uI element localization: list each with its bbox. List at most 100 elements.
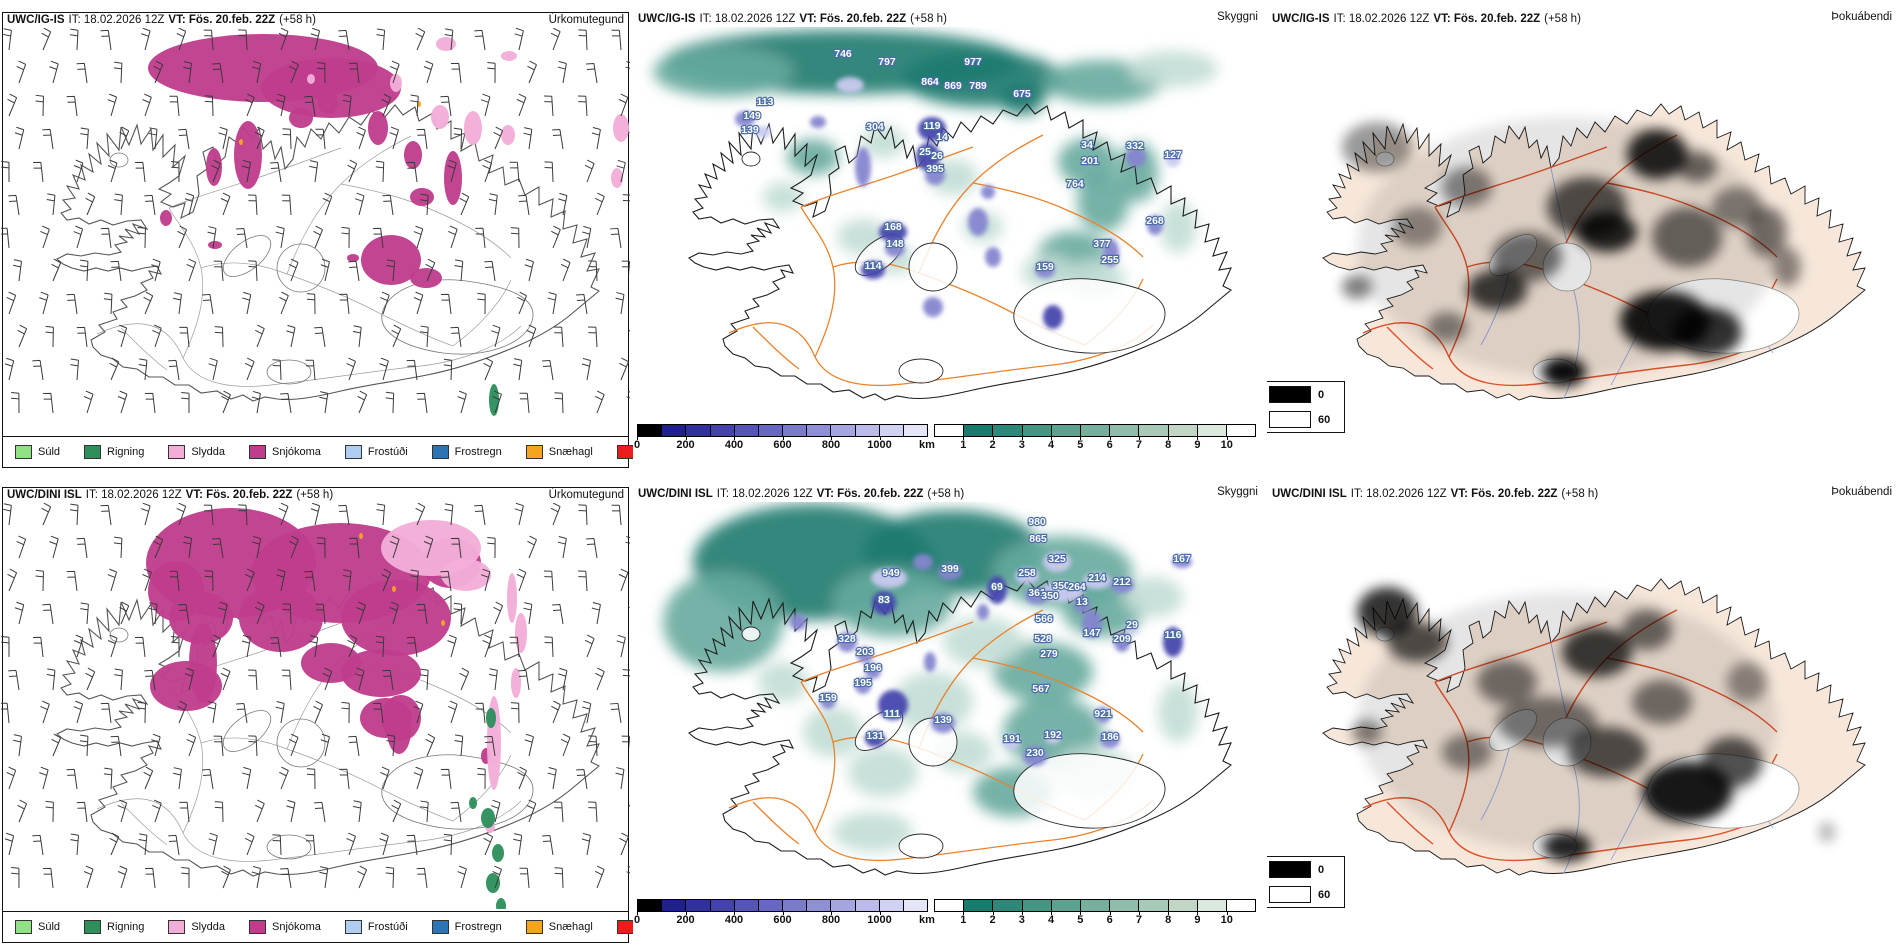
colorbar-tick-label: 6 <box>1106 914 1113 926</box>
wind-barbs <box>1 503 630 889</box>
colorbar-tick-label: 4 <box>1048 914 1055 926</box>
product-label: Úrkomutegund <box>548 489 624 501</box>
colorbar-tick-label: 1000 <box>867 914 892 926</box>
product-label: Skyggni <box>1217 486 1258 498</box>
station-value: 83 <box>878 594 890 606</box>
fog-legend-row: 60 <box>1269 411 1339 428</box>
legend-label: Frostregn <box>454 446 502 458</box>
valid-time: VT: Fös. 20.feb. 22Z <box>816 488 924 500</box>
legend-swatch <box>344 445 362 459</box>
panel-fog-dini: UWC/DINI ISL IT: 18.02.2026 12Z VT: Fös. 2… <box>1267 475 1900 950</box>
station-value: 268 <box>1146 215 1164 227</box>
colorbar-tick-label: 10 <box>1220 439 1233 451</box>
station-value: 203 <box>856 646 874 658</box>
valid-time: VT: Fös. 20.feb. 22Z <box>1450 488 1558 500</box>
valid-time: VT: Fös. 20.feb. 22Z <box>1433 13 1541 25</box>
legend-label: Rigning <box>107 921 145 933</box>
legend-item: Frostregn <box>431 445 502 459</box>
legend-label: Snjókoma <box>271 921 321 933</box>
panel-header: UWC/DINI ISL IT: 18.02.2026 12Z VT: Fös. 2… <box>3 488 628 503</box>
legend-label: Snjókoma <box>271 446 321 458</box>
legend-swatch <box>84 445 102 459</box>
station-value: 209 <box>1113 633 1131 645</box>
legend-swatch <box>15 445 32 459</box>
lead-time: (+58 h) <box>1544 13 1581 25</box>
colorbar-tick-label: 800 <box>821 914 841 926</box>
color-scales: m02004006008001000km12345678910 <box>633 421 1266 457</box>
station-value: 186 <box>1101 731 1119 743</box>
fog-legend-swatch <box>1269 886 1311 903</box>
product-label: Þokuábendi <box>1831 11 1892 23</box>
station-value: 789 <box>969 80 987 92</box>
station-value: 350 <box>1041 590 1059 602</box>
legend-item: Rigning <box>84 920 144 934</box>
legend-item: Súld <box>15 445 60 459</box>
station-value: 69 <box>991 581 1003 593</box>
legend-swatch <box>15 920 32 934</box>
station-value: 528 <box>1034 633 1052 645</box>
panel-header: UWC/DINI ISL IT: 18.02.2026 12Z VT: Fös. 2… <box>638 488 968 500</box>
colorbar-tick-label: 5 <box>1077 914 1084 926</box>
station-value: 325 <box>1048 553 1066 565</box>
station-value: 195 <box>854 677 872 689</box>
colorbar-tick-label: 1 <box>960 439 967 451</box>
fog-legend-row: 60 <box>1269 886 1339 903</box>
colorbar-tick-label: 7 <box>1135 914 1142 926</box>
legend-item: Frostúði <box>344 920 408 934</box>
panel-precip-type-dini: UWC/DINI ISL IT: 18.02.2026 12Z VT: Fös. 2… <box>0 475 633 950</box>
station-value: 279 <box>1040 648 1058 660</box>
colorbar-tick-label: 7 <box>1135 439 1142 451</box>
panel-fog-igis: UWC/IG-IS IT: 18.02.2026 12Z VT: Fös. 20.f… <box>1267 0 1900 475</box>
colorbar-tick-label: 2 <box>989 439 996 451</box>
legend-item: Haglél <box>616 920 633 934</box>
legend-swatch <box>616 920 633 934</box>
station-value: 148 <box>886 238 904 250</box>
fog-legend-row: 0 <box>1269 861 1339 878</box>
station-value: 34 <box>1081 139 1093 151</box>
station-value: 258 <box>1018 567 1036 579</box>
product-label: Skyggni <box>1217 11 1258 23</box>
init-time: IT: 18.02.2026 12Z <box>1350 488 1447 500</box>
legend-swatch <box>168 920 186 934</box>
station-value: 328 <box>838 633 856 645</box>
station-value: 864 <box>921 76 939 88</box>
station-value: 149 <box>743 110 761 122</box>
station-value: 139 <box>741 124 759 136</box>
colorbar-tick-label: 800 <box>821 439 841 451</box>
colorbar-tick-label: 0 <box>633 914 641 926</box>
colorbar <box>637 899 928 912</box>
legend-swatch <box>431 445 449 459</box>
colorbar-tick-label: 10 <box>1220 914 1233 926</box>
color-scales: m02004006008001000km12345678910 <box>633 896 1266 932</box>
colorbar-tick-label: 0 <box>633 439 641 451</box>
panel-precip-type-igis: UWC/IG-IS IT: 18.02.2026 12Z VT: Fös. 20.f… <box>0 0 633 475</box>
precip-wind-map <box>1 503 630 909</box>
colorbar-unit: km <box>919 439 935 451</box>
legend-item: Súld <box>15 920 60 934</box>
colorbar <box>934 424 1256 437</box>
station-value: 13 <box>1076 596 1088 608</box>
legend-label: Slydda <box>191 921 225 933</box>
colorbar-tick-label: 400 <box>724 439 744 451</box>
legend-item: Frostregn <box>431 920 502 934</box>
station-value: 111 <box>884 708 901 720</box>
lead-time: (+58 h) <box>1561 488 1599 500</box>
station-value: 159 <box>819 692 837 704</box>
legend-swatch <box>248 920 266 934</box>
fog-legend-swatch <box>1269 861 1311 878</box>
station-value: 159 <box>1036 261 1054 273</box>
legend-label: Slydda <box>191 446 225 458</box>
legend-label: Rigning <box>107 446 145 458</box>
init-time: IT: 18.02.2026 12Z <box>85 489 182 501</box>
station-value: 764 <box>1066 178 1084 190</box>
lead-time: (+58 h) <box>927 488 965 500</box>
fog-legend-label: 0 <box>1318 863 1325 876</box>
station-value: 977 <box>964 56 982 68</box>
station-value: 675 <box>1013 88 1031 100</box>
fog-legend-label: 60 <box>1318 413 1331 426</box>
fog-map <box>1322 103 1866 401</box>
legend-swatch <box>525 920 543 934</box>
